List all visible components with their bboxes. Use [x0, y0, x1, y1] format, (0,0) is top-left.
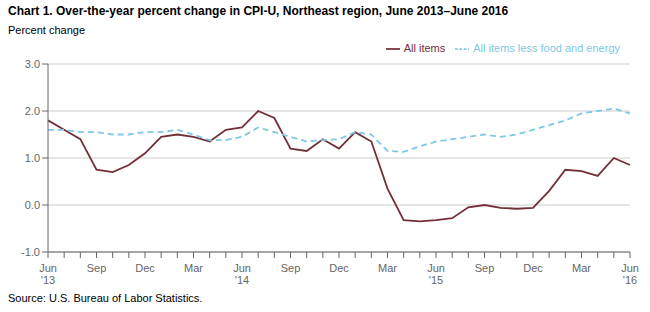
svg-text:Sep: Sep	[281, 262, 301, 274]
svg-text:Dec: Dec	[329, 262, 349, 274]
html-text:Chart 1. Over-the-year percent: Chart 1. Over-the-year percent change in…	[8, 4, 509, 18]
svg-text:-1.0: -1.0	[21, 246, 40, 258]
svg-text:Mar: Mar	[184, 262, 203, 274]
svg-text:0.0: 0.0	[25, 199, 40, 211]
svg-text:Jun'14: Jun'14	[233, 262, 251, 286]
html-text:All items less food and energy: All items less food and energy	[473, 42, 620, 54]
svg-text:Dec: Dec	[135, 262, 155, 274]
svg-text:2.0: 2.0	[25, 105, 40, 117]
svg-text:Jun'16: Jun'16	[621, 262, 639, 286]
svg-text:1.0: 1.0	[25, 152, 40, 164]
svg-text:Sep: Sep	[87, 262, 107, 274]
html-text:Percent change: Percent change	[8, 24, 86, 36]
svg-text:Jun'13: Jun'13	[39, 262, 57, 286]
svg-text:Mar: Mar	[572, 262, 591, 274]
svg-text:Dec: Dec	[523, 262, 543, 274]
svg-text:Jun'15: Jun'15	[427, 262, 445, 286]
html-text:Source: U.S. Bureau of Labor S: Source: U.S. Bureau of Labor Statistics.	[8, 292, 203, 304]
svg-text:Sep: Sep	[475, 262, 495, 274]
html-text:All items: All items	[403, 42, 446, 54]
svg-text:Mar: Mar	[378, 262, 397, 274]
svg-text:3.0: 3.0	[25, 58, 40, 70]
